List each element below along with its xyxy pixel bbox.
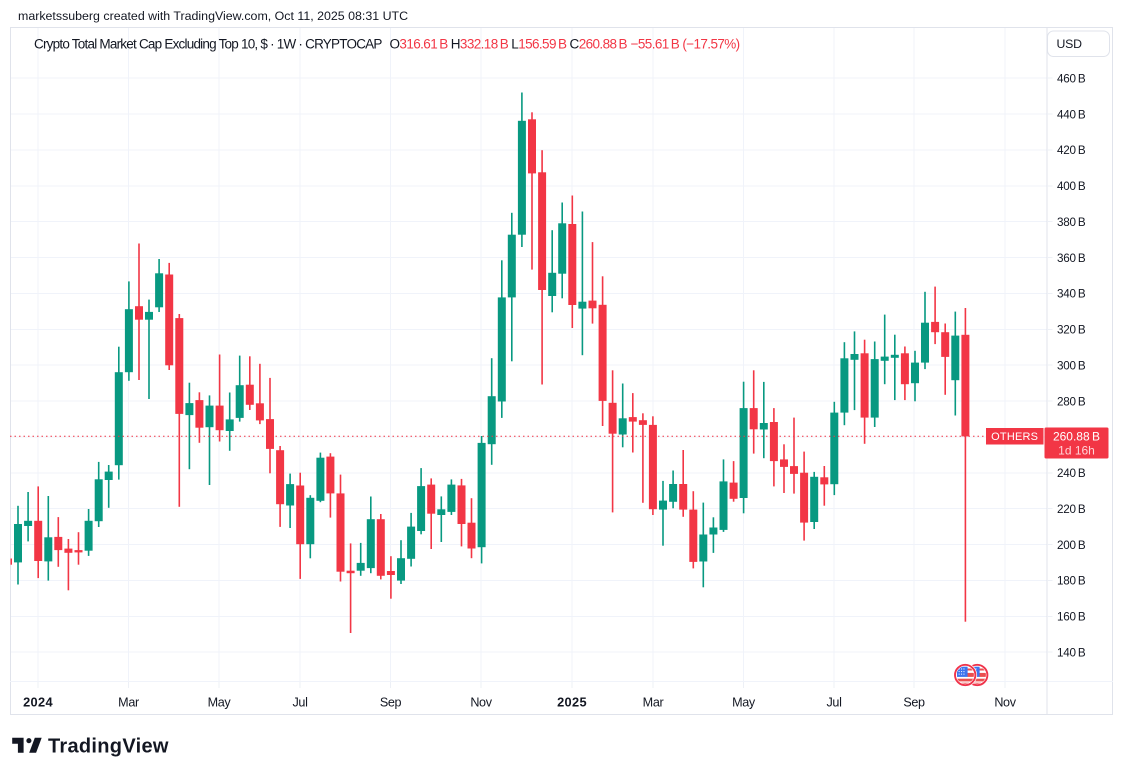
svg-text:160 B: 160 B <box>1057 611 1086 624</box>
svg-text:Jul: Jul <box>826 696 841 710</box>
svg-text:OTHERS: OTHERS <box>991 431 1038 443</box>
svg-text:380 B: 380 B <box>1057 216 1086 229</box>
svg-text:Mar: Mar <box>118 696 139 710</box>
svg-text:2024: 2024 <box>23 695 53 710</box>
svg-text:O316.61 B H332.18 B L156.59: O316.61 B H332.18 B L156.59 B C260.88 B … <box>390 36 740 51</box>
svg-text:Mar: Mar <box>643 696 664 710</box>
svg-text:320 B: 320 B <box>1057 324 1086 337</box>
svg-text:400 B: 400 B <box>1057 180 1086 193</box>
svg-text:May: May <box>208 696 232 710</box>
svg-text:440 B: 440 B <box>1057 108 1086 121</box>
svg-text:marketssuberg created with Tra: marketssuberg created with TradingView.c… <box>18 9 408 23</box>
svg-text:2025: 2025 <box>557 695 587 710</box>
svg-text:340 B: 340 B <box>1057 288 1086 301</box>
svg-text:360 B: 360 B <box>1057 252 1086 265</box>
svg-text:Crypto Total Market Cap Exclud: Crypto Total Market Cap Excluding Top 10… <box>34 36 382 51</box>
svg-text:Sep: Sep <box>380 696 402 710</box>
svg-text:140 B: 140 B <box>1057 646 1086 659</box>
svg-text:Sep: Sep <box>903 696 925 710</box>
svg-text:Nov: Nov <box>994 696 1016 710</box>
svg-text:420 B: 420 B <box>1057 144 1086 157</box>
svg-text:TradingView: TradingView <box>48 736 169 758</box>
svg-text:460 B: 460 B <box>1057 72 1086 85</box>
svg-text:Jul: Jul <box>292 696 307 710</box>
svg-text:200 B: 200 B <box>1057 539 1086 552</box>
svg-text:300 B: 300 B <box>1057 359 1086 372</box>
svg-text:280 B: 280 B <box>1057 395 1086 408</box>
svg-text:Nov: Nov <box>470 696 492 710</box>
svg-text:1d 16h: 1d 16h <box>1058 444 1095 458</box>
svg-text:USD: USD <box>1057 37 1083 51</box>
svg-text:May: May <box>732 696 756 710</box>
svg-text:180 B: 180 B <box>1057 575 1086 588</box>
svg-text:260.88 B: 260.88 B <box>1053 430 1100 444</box>
svg-text:220 B: 220 B <box>1057 503 1086 516</box>
svg-text:240 B: 240 B <box>1057 467 1086 480</box>
